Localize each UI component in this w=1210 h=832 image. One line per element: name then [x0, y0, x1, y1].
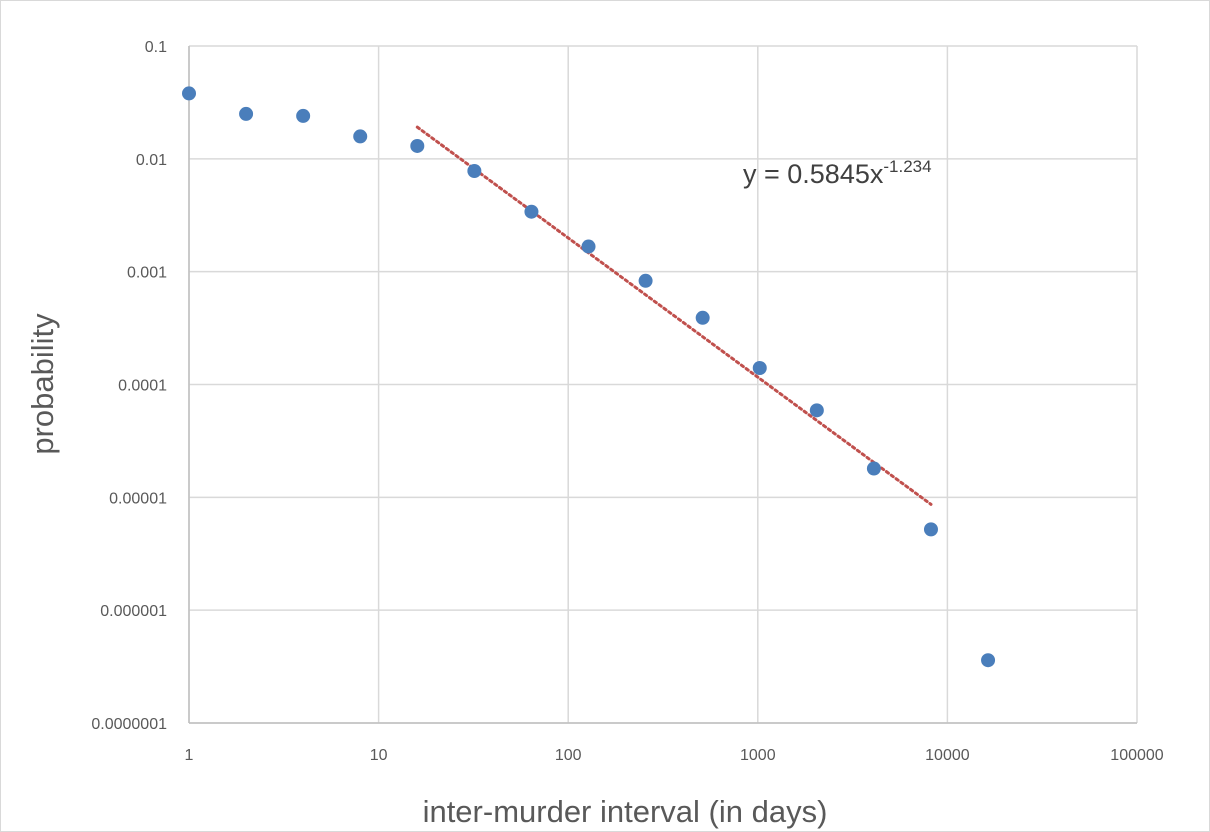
y-tick-labels: 0.0000001 0.000001 0.00001 0.0001 0.001 0.01 0… — [91, 39, 167, 733]
data-point — [809, 403, 824, 418]
x-tick-label: 100 — [555, 747, 582, 764]
data-point — [353, 129, 368, 144]
y-axis-title: probability — [25, 313, 60, 455]
data-point — [638, 273, 653, 288]
x-tick-label: 100000 — [1110, 747, 1163, 764]
trendline-layer — [415, 125, 933, 506]
data-points — [182, 86, 996, 668]
axes — [188, 46, 1137, 724]
y-tick-label: 0.001 — [127, 265, 167, 282]
x-tick-label: 10000 — [925, 747, 970, 764]
data-point — [752, 361, 767, 376]
data-point — [866, 461, 881, 476]
data-point — [524, 204, 539, 219]
y-tick-label: 0.00001 — [109, 490, 167, 507]
data-point — [296, 108, 311, 123]
y-tick-label: 0.0001 — [118, 378, 167, 395]
data-point — [239, 106, 254, 121]
data-point — [581, 239, 596, 254]
y-tick-label: 0.01 — [136, 152, 167, 169]
data-point — [981, 653, 996, 668]
gridlines — [188, 45, 1138, 724]
data-point — [923, 522, 938, 537]
y-tick-label: 0.000001 — [100, 603, 167, 620]
data-point — [467, 164, 482, 179]
x-tick-label: 1000 — [740, 747, 776, 764]
x-axis-title: inter-murder interval (in days) — [423, 794, 828, 829]
x-tick-label: 10 — [370, 747, 388, 764]
data-point — [410, 138, 425, 153]
x-tick-label: 1 — [185, 747, 194, 764]
trendline-equation-prefix: y = 0.5845x — [743, 159, 884, 189]
trendline-equation: y = 0.5845x-1.234 — [743, 157, 932, 189]
trendline-equation-exponent: -1.234 — [883, 157, 931, 176]
trendline — [415, 125, 933, 506]
x-tick-labels: 1 10 100 1000 10000 100000 — [185, 747, 1164, 764]
y-tick-label: 0.0000001 — [91, 716, 167, 733]
data-point — [695, 310, 710, 325]
y-tick-label: 0.1 — [145, 39, 167, 56]
data-point — [182, 86, 196, 101]
